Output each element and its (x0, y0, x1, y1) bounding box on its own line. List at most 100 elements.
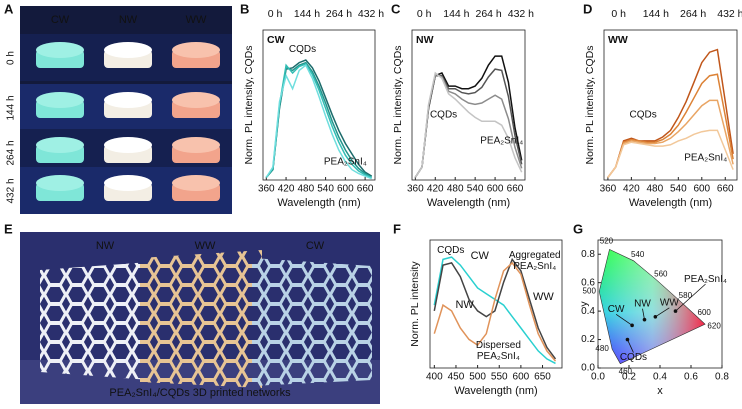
y-tick-label: 0.8 (581, 249, 595, 260)
disc-top (104, 92, 152, 108)
disc-top (104, 175, 152, 191)
y-axis-label: y (578, 301, 590, 307)
spectrum-line (433, 257, 557, 360)
x-tick-label: 600 (693, 184, 710, 195)
x-tick-label: 600 (487, 184, 504, 195)
legend-entry: 432 h (358, 8, 384, 20)
row-label: 0 h (6, 51, 17, 65)
pointer-arrow (642, 308, 645, 320)
x-tick-label: 0.0 (591, 372, 605, 383)
x-axis-label: Wavelength (nm) (629, 197, 712, 209)
disc-top (172, 137, 220, 153)
point-label: PEA₂SnI₄ (684, 274, 727, 285)
annotation: CQDs (630, 109, 657, 120)
wavelength-label: 600 (698, 308, 712, 317)
legend-entry: 0 h (268, 8, 283, 20)
row-label: 264 h (6, 140, 17, 165)
spectrum-line (607, 48, 734, 178)
x-axis-label: Wavelength (nm) (427, 197, 510, 209)
legend-entry: 432 h (508, 8, 534, 20)
disc-top (104, 42, 152, 58)
annotation: PEA₂SnI₄ (684, 152, 727, 163)
pointer-arrow (627, 339, 634, 353)
row-label: 432 h (6, 178, 17, 203)
y-axis-label: Norm. PL intensity, CQDs (584, 45, 596, 164)
point-label: WW (660, 297, 679, 308)
panel-label: D (583, 1, 592, 16)
annotation: PEA₂SnI₄ (480, 136, 523, 147)
legend-entry: 0 h (417, 8, 432, 20)
panel-label: C (391, 1, 401, 16)
x-tick-label: 650 (534, 372, 551, 383)
disc-top (36, 137, 84, 153)
nw-network (40, 262, 150, 380)
column-label: CW (51, 14, 70, 26)
y-axis-label: Norm. PL intensity (409, 261, 421, 347)
spectrum-line (265, 64, 372, 180)
disc-top (172, 92, 220, 108)
panel-label: A (4, 1, 14, 16)
x-tick-label: 420 (623, 184, 640, 195)
pointer-arrow (675, 283, 706, 312)
legend-entry: 264 h (326, 8, 352, 20)
chart-title: CW (267, 34, 285, 46)
wavelength-label: 620 (707, 321, 721, 330)
row-label: 144 h (6, 95, 17, 120)
wavelength-label: 480 (595, 344, 609, 353)
spectrum-line (607, 73, 734, 178)
panel-label: F (393, 221, 401, 236)
point-label: CW (608, 304, 625, 315)
x-axis-label: x (657, 385, 663, 397)
x-tick-label: 450 (448, 372, 465, 383)
point-label: CQDs (620, 352, 647, 363)
panel-label: E (4, 221, 13, 236)
point-label: NW (634, 298, 651, 309)
wavelength-label: 460 (619, 367, 633, 376)
x-tick-label: 0.4 (653, 372, 667, 383)
x-tick-label: 660 (507, 184, 524, 195)
spectrum-line (414, 71, 523, 178)
spectrum-line (433, 261, 557, 362)
legend-entry: 144 h (294, 8, 320, 20)
cw-network (252, 258, 372, 386)
pointer-arrow (615, 314, 633, 326)
x-tick-label: 420 (427, 184, 444, 195)
wavelength-label: 500 (583, 287, 597, 296)
x-tick-label: 360 (600, 184, 617, 195)
y-tick-label: 0.6 (581, 277, 595, 288)
annotation: Dispersed PEA₂SnI₄ (476, 340, 521, 362)
disc-top (172, 175, 220, 191)
chart-title: NW (416, 34, 434, 46)
x-tick-label: 660 (717, 184, 734, 195)
series-label: CW (471, 250, 490, 262)
x-tick-label: 540 (670, 184, 687, 195)
disc-top (104, 137, 152, 153)
disc-top (36, 175, 84, 191)
chromaticity-point (642, 317, 647, 322)
column-label: WW (186, 14, 207, 26)
legend-entry: 0 h (611, 8, 626, 20)
x-tick-label: 600 (337, 184, 354, 195)
disc-top (172, 42, 220, 58)
x-tick-label: 480 (647, 184, 664, 195)
annotation: CQDs (289, 44, 316, 55)
spectrum-line (414, 68, 523, 178)
legend-entry: 264 h (680, 8, 706, 20)
legend-entry: 264 h (475, 8, 501, 20)
panel-label: B (240, 1, 249, 16)
locus-overlay (598, 248, 706, 365)
annotation: CQDs (437, 245, 464, 256)
plot-frame (262, 29, 376, 181)
plot-frame (429, 239, 563, 369)
x-tick-label: 360 (407, 184, 424, 195)
x-axis-label: Wavelength (nm) (454, 385, 537, 397)
x-tick-label: 550 (491, 372, 508, 383)
x-tick-label: 540 (467, 184, 484, 195)
network-label: CW (306, 240, 325, 252)
wavelength-label: 520 (600, 236, 614, 245)
x-tick-label: 0.8 (715, 372, 729, 383)
x-tick-label: 600 (513, 372, 530, 383)
x-tick-label: 420 (278, 184, 295, 195)
chart-title: WW (608, 34, 628, 46)
